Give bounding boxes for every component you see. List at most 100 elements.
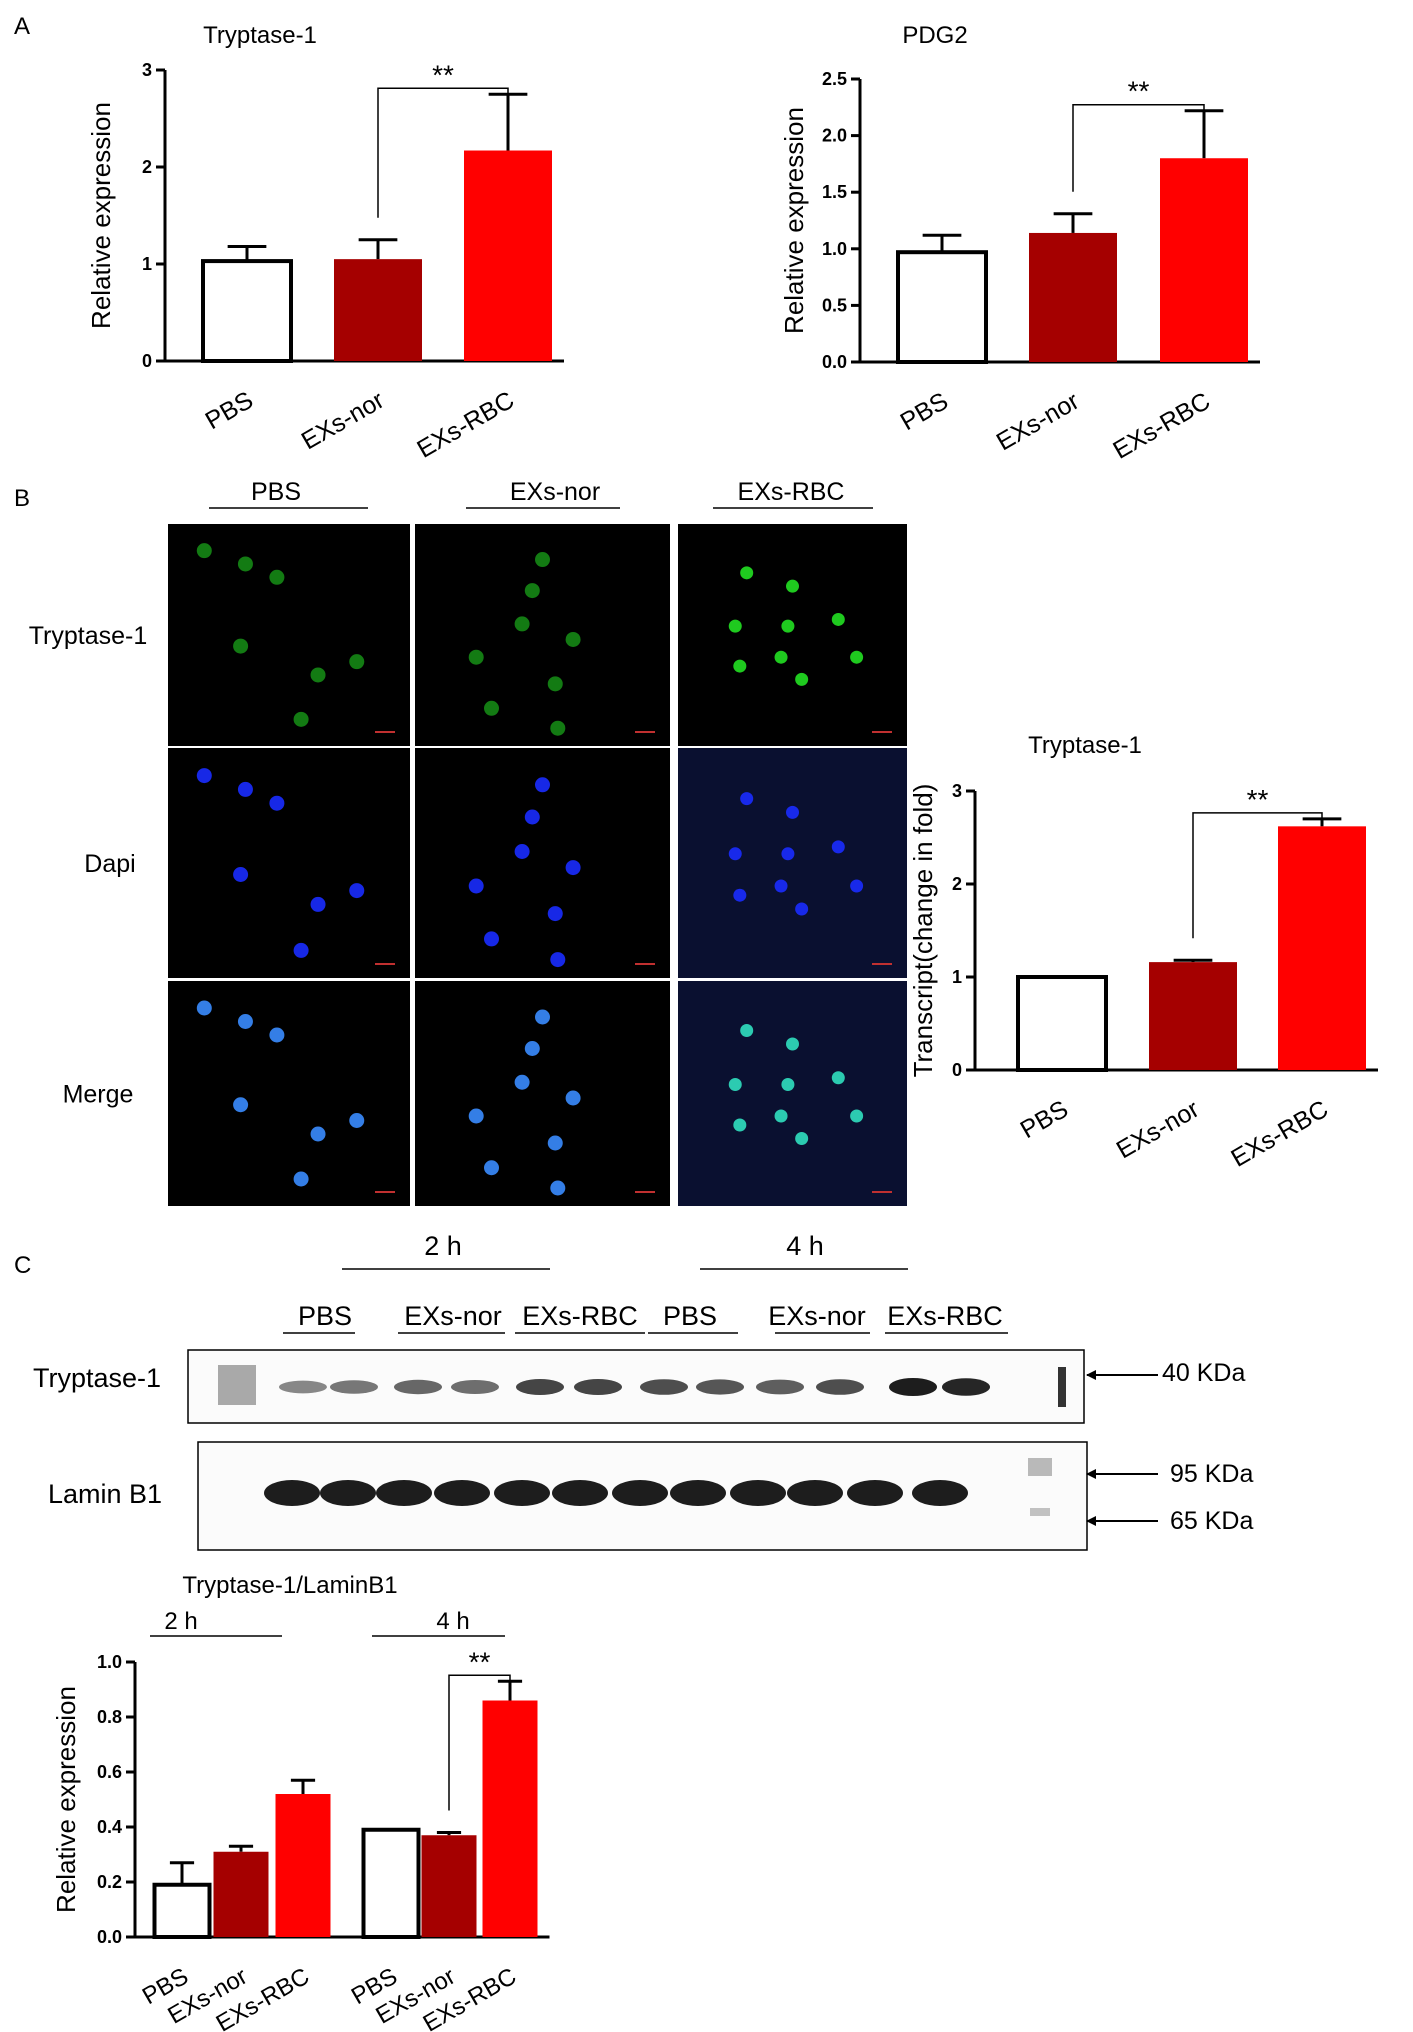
y-axis-label: Relative expression xyxy=(51,1686,81,1913)
cell-nucleus xyxy=(310,1126,326,1142)
column-label: EXs-RBC xyxy=(738,478,845,506)
cell-nucleus xyxy=(550,1180,566,1196)
chart-tryptase-1-a: Tryptase-1 Relative expression 0 1 2 3 PBS EXs-… xyxy=(86,22,564,464)
cell-nucleus xyxy=(774,1109,788,1123)
cell-nucleus xyxy=(547,1135,563,1151)
blot-band xyxy=(696,1379,744,1395)
y-tick-label: 0.0 xyxy=(97,1927,122,1947)
cell-nucleus xyxy=(468,649,484,665)
blot-band xyxy=(612,1480,668,1506)
cell-nucleus xyxy=(524,1041,540,1056)
blot-band xyxy=(451,1380,499,1394)
y-tick-label: 0.8 xyxy=(97,1707,122,1727)
cell-nucleus xyxy=(484,700,499,716)
ladder-smudge xyxy=(218,1365,256,1405)
y-tick-label: 2.5 xyxy=(822,69,847,89)
cell-nucleus xyxy=(740,1024,754,1037)
bar xyxy=(361,1827,421,1939)
x-tick-label: EXs-RBC xyxy=(1226,1095,1333,1173)
significance-bracket xyxy=(448,1674,511,1811)
micrograph-panel xyxy=(168,981,410,1206)
y-tick-label: 1 xyxy=(952,967,962,987)
group-label: 2 h xyxy=(164,1608,197,1635)
blot-band xyxy=(816,1379,864,1395)
x-tick-label: EXs-nor xyxy=(992,387,1084,456)
cell-nucleus xyxy=(728,619,742,633)
cell-nucleus xyxy=(484,1160,499,1176)
cell-nucleus xyxy=(293,711,309,727)
blot-band xyxy=(574,1379,622,1395)
y-tick-label: 1 xyxy=(142,254,152,274)
bar xyxy=(201,259,293,363)
cell-nucleus xyxy=(293,942,309,958)
cell-nucleus xyxy=(237,556,253,572)
x-tick-label: EXs-nor xyxy=(1112,1095,1204,1164)
blot-band xyxy=(279,1380,327,1394)
cell-nucleus xyxy=(514,616,530,632)
cell-nucleus xyxy=(774,879,788,893)
cell-nucleus xyxy=(565,1090,581,1106)
cell-nucleus xyxy=(293,1171,309,1187)
cell-nucleus xyxy=(831,612,845,626)
lane-label: PBS xyxy=(663,1301,717,1331)
blot-band xyxy=(516,1379,564,1395)
cell-nucleus xyxy=(233,1097,249,1113)
cell-nucleus xyxy=(524,809,540,825)
row-label: Tryptase-1 xyxy=(29,622,148,650)
cell-nucleus xyxy=(850,879,864,893)
cell-nucleus xyxy=(514,1074,530,1090)
cell-nucleus xyxy=(547,676,563,692)
blot-band xyxy=(942,1378,990,1396)
cell-nucleus xyxy=(795,902,809,916)
ladder-smudge xyxy=(1058,1367,1066,1407)
group-label: 4 h xyxy=(436,1608,469,1635)
timepoint-label: 4 h xyxy=(786,1231,824,1261)
cell-nucleus xyxy=(237,781,253,797)
cell-nucleus xyxy=(733,1118,747,1132)
bar xyxy=(464,150,552,361)
cell-nucleus xyxy=(786,1037,799,1051)
cell-nucleus xyxy=(468,878,484,894)
y-tick-label: 1.5 xyxy=(822,182,847,202)
lane-label: EXs-nor xyxy=(404,1301,502,1331)
blot-band xyxy=(640,1379,688,1395)
blot-band xyxy=(787,1480,843,1506)
cell-nucleus xyxy=(269,569,285,585)
cell-nucleus xyxy=(196,543,212,559)
micrograph-panel xyxy=(678,748,907,978)
panel-label-b: B xyxy=(14,485,30,512)
cell-nucleus xyxy=(565,860,581,876)
cell-nucleus xyxy=(565,631,581,647)
cell-nucleus xyxy=(795,1132,809,1145)
row-label: Merge xyxy=(63,1081,134,1109)
cell-nucleus xyxy=(781,847,795,861)
y-tick-label: 0.5 xyxy=(822,295,847,315)
cell-nucleus xyxy=(550,952,566,968)
y-tick-label: 3 xyxy=(952,781,962,801)
bar xyxy=(275,1794,331,1937)
cell-nucleus xyxy=(310,896,326,912)
x-tick-label: PBS xyxy=(201,386,258,435)
timepoint-label: 2 h xyxy=(424,1231,462,1261)
cell-nucleus xyxy=(349,883,365,899)
blot-band xyxy=(552,1480,608,1506)
blot-band xyxy=(330,1380,378,1394)
y-tick-label: 2 xyxy=(142,157,152,177)
cell-nucleus xyxy=(733,659,747,673)
y-tick-label: 0.0 xyxy=(822,352,847,372)
bar xyxy=(1016,975,1108,1072)
cell-nucleus xyxy=(550,720,566,736)
cell-nucleus xyxy=(850,1109,864,1123)
cell-nucleus xyxy=(535,552,550,568)
cell-nucleus xyxy=(535,777,550,793)
bar xyxy=(1278,826,1366,1070)
significance-marker: ** xyxy=(432,59,454,90)
y-tick-label: 2 xyxy=(952,874,962,894)
panel-label-c: C xyxy=(14,1252,31,1279)
y-tick-label: 1.0 xyxy=(822,239,847,259)
cell-nucleus xyxy=(310,667,326,683)
cell-nucleus xyxy=(786,805,799,819)
bar xyxy=(421,1835,477,1937)
column-label: EXs-nor xyxy=(510,478,600,506)
